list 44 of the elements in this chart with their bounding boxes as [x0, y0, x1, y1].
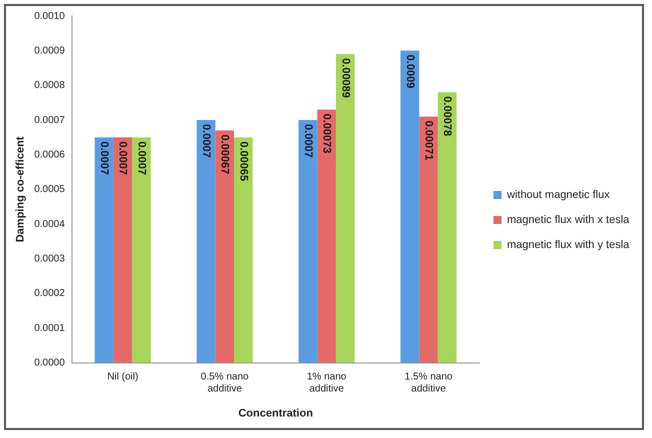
y-tick-label: 0.0002 — [34, 288, 66, 300]
bar — [94, 137, 114, 363]
y-tick-label: 0.0006 — [34, 149, 66, 160]
bar — [215, 130, 234, 363]
y-tick-label: 0.0000 — [34, 358, 66, 369]
x-tick-label: 1.5% nano additive — [404, 372, 453, 395]
data-label: 0.0007 — [98, 141, 110, 176]
y-tick-label: 0.0008 — [34, 80, 66, 92]
data-label: 0.00089 — [339, 58, 352, 98]
legend-label: magnetic flux with y tesla — [507, 239, 630, 252]
data-label: 0.00065 — [237, 141, 250, 182]
bar — [438, 92, 457, 363]
bar — [317, 110, 336, 363]
x-tick-label: 0.5% nano additive — [200, 372, 250, 395]
data-label: 0.00067 — [218, 134, 231, 174]
data-label: 0.0007 — [116, 141, 129, 176]
bar — [196, 120, 216, 363]
x-tick-label: 1% nano additive — [306, 372, 347, 395]
y-tick-label: 0.0001 — [34, 322, 66, 334]
bar — [419, 116, 438, 363]
data-label: 0.00071 — [422, 120, 435, 160]
x-tick-label: Nil (oil) — [107, 372, 138, 383]
bar — [336, 54, 355, 363]
x-axis-title: Concentration — [238, 407, 314, 420]
data-label: 0.0009 — [404, 54, 416, 88]
data-label: 0.0007 — [135, 141, 148, 176]
data-label: 0.00073 — [320, 114, 333, 154]
y-tick-label: 0.0009 — [34, 45, 66, 56]
y-tick-label: 0.0005 — [34, 184, 66, 196]
legend-label: magnetic flux with x tesla — [507, 214, 630, 226]
bar — [298, 120, 318, 363]
bar — [113, 137, 132, 363]
data-label: 0.0007 — [200, 124, 212, 158]
y-axis-title: Damping co-efficent — [14, 136, 27, 242]
bar — [132, 137, 151, 363]
data-label: 0.0007 — [302, 124, 314, 158]
y-tick-label: 0.0004 — [34, 218, 66, 230]
data-label: 0.00078 — [441, 96, 454, 136]
bar — [234, 137, 253, 363]
y-tick-label: 0.0007 — [34, 114, 66, 126]
legend-label: without magnetic flux — [506, 189, 610, 202]
bar — [400, 50, 420, 363]
y-tick-label: 0.0010 — [34, 10, 66, 22]
y-tick-label: 0.0003 — [34, 254, 66, 265]
